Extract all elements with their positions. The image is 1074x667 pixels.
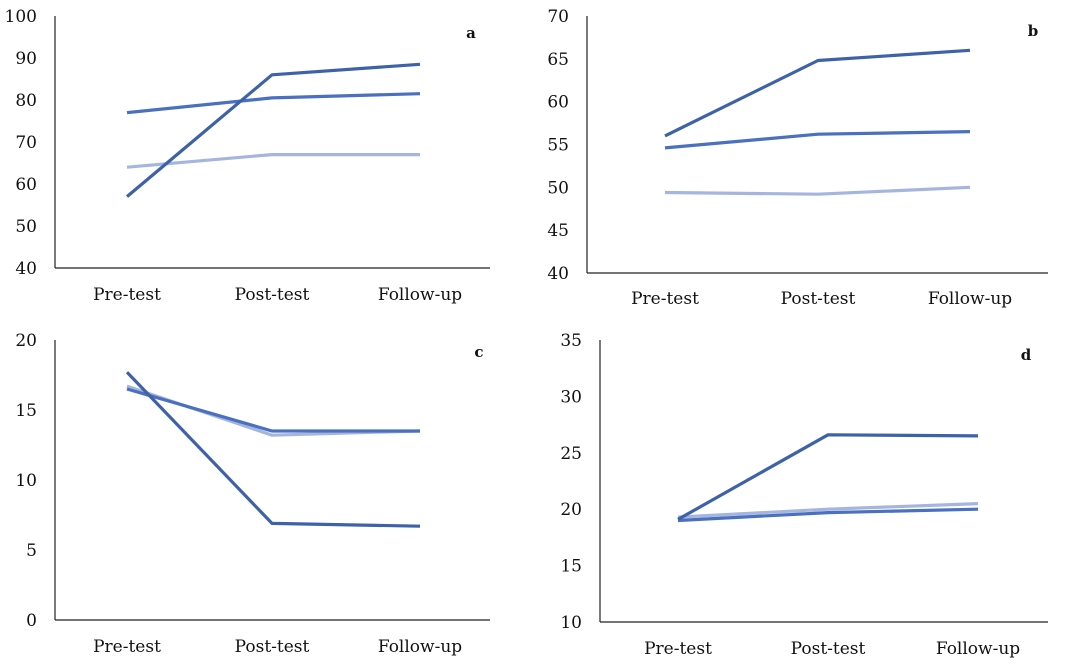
x-category-label: Pre-test — [93, 637, 161, 657]
series-line-1 — [125, 371, 421, 528]
chart-panel-c: 0 5 10 15 20 Pre-test Post-test Follow-up c — [15, 331, 490, 657]
y-tick-label: 35 — [560, 331, 582, 351]
y-tick-label: 30 — [560, 387, 582, 407]
chart-panel-a: 40 50 60 70 80 90 100 Pre-test Post-test Follow-u… — [5, 7, 490, 305]
y-tick-label: 20 — [15, 331, 37, 351]
series-line-3 — [126, 153, 420, 169]
y-tick-label: 5 — [26, 541, 37, 561]
y-tick-label: 50 — [15, 217, 37, 237]
x-category-label: Pre-test — [631, 289, 699, 309]
y-tick-label: 80 — [15, 91, 37, 111]
series-line-3 — [126, 384, 421, 437]
y-tick-label: 0 — [26, 611, 37, 631]
y-tick-label: 100 — [5, 7, 37, 27]
panel-letter: d — [1021, 346, 1032, 364]
panel-letter: c — [474, 343, 483, 361]
y-tick-label: 90 — [15, 49, 37, 69]
x-category-label: Post-test — [235, 285, 310, 305]
x-category-label: Follow-up — [378, 637, 462, 657]
x-category-label: Pre-test — [93, 285, 161, 305]
y-tick-label: 25 — [560, 444, 582, 464]
x-category-label: Post-test — [791, 639, 866, 659]
y-tick-label: 65 — [547, 50, 569, 70]
y-tick-label: 70 — [547, 7, 569, 27]
series-line-2 — [126, 387, 420, 433]
chart-panel-d: 10 15 20 25 30 35 Pre-test Post-test Follow-up d — [560, 331, 1048, 659]
y-tick-label: 15 — [15, 401, 37, 421]
y-tick-label: 45 — [547, 221, 569, 241]
series-line-1 — [664, 48, 971, 138]
y-tick-label: 10 — [15, 471, 37, 491]
x-category-label: Post-test — [235, 637, 310, 657]
x-category-label: Post-test — [781, 289, 856, 309]
series-line-2 — [677, 507, 979, 523]
y-tick-label: 15 — [560, 557, 582, 577]
panel-letter: a — [466, 24, 476, 42]
series-line-3 — [677, 502, 979, 519]
series-line-2 — [664, 130, 971, 150]
x-category-label: Follow-up — [928, 289, 1012, 309]
y-tick-label: 10 — [560, 613, 582, 633]
y-tick-label: 20 — [560, 500, 582, 520]
y-tick-label: 55 — [547, 136, 569, 156]
y-tick-label: 60 — [547, 93, 569, 113]
x-category-label: Follow-up — [936, 639, 1020, 659]
series-line-1 — [125, 62, 421, 198]
chart-panel-b: 40 45 50 55 60 65 70 Pre-test Post-test Follow-up… — [547, 7, 1048, 309]
panel-letter: b — [1028, 22, 1039, 40]
y-tick-label: 70 — [15, 133, 37, 153]
y-tick-label: 50 — [547, 178, 569, 198]
y-tick-label: 40 — [547, 264, 569, 284]
series-line-1 — [677, 433, 979, 521]
series-line-2 — [126, 92, 421, 115]
series-line-3 — [664, 185, 971, 196]
x-category-label: Pre-test — [644, 639, 712, 659]
y-tick-label: 40 — [15, 259, 37, 279]
x-category-label: Follow-up — [378, 285, 462, 305]
y-tick-label: 60 — [15, 175, 37, 195]
